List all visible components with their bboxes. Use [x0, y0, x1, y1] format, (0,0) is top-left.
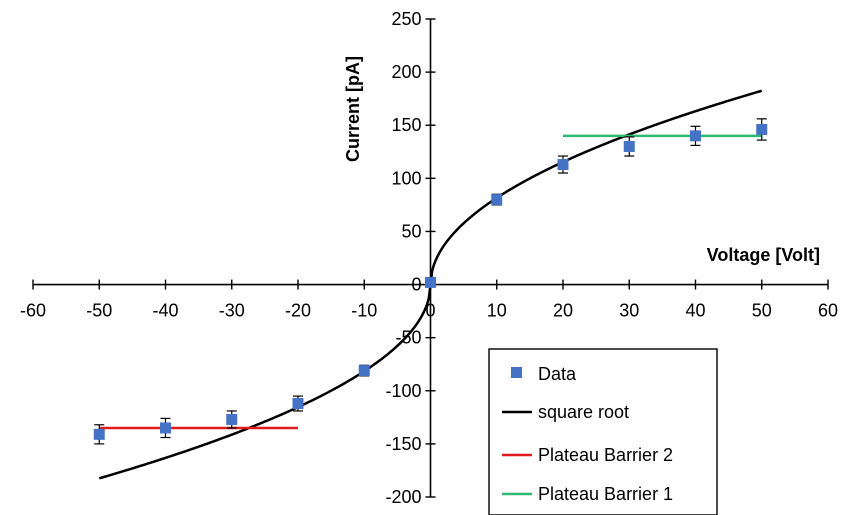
data-point	[557, 159, 569, 171]
x-tick-label: 60	[818, 301, 838, 321]
y-tick-label: 200	[391, 62, 421, 82]
x-tick-label: 50	[752, 301, 772, 321]
y-tick-label: -50	[395, 328, 421, 348]
data-point	[756, 123, 768, 135]
legend-label-square-root: square root	[538, 402, 629, 422]
data-point	[292, 398, 304, 410]
x-tick-label: -40	[152, 301, 178, 321]
data-point	[226, 413, 238, 425]
data-points	[93, 118, 768, 445]
y-tick-label: 50	[401, 221, 421, 241]
y-axis-title: Current [pA]	[343, 56, 363, 162]
data-point	[93, 428, 105, 440]
data-point	[160, 422, 171, 434]
y-tick-label: -100	[385, 381, 421, 401]
data-point	[425, 276, 436, 288]
legend-label-data: Data	[538, 364, 577, 384]
data-point	[623, 140, 635, 152]
data-point	[491, 194, 503, 206]
x-tick-label: 40	[685, 301, 705, 321]
x-tick-label: 20	[553, 301, 573, 321]
y-tick-label: 150	[391, 115, 421, 135]
x-axis-title: Voltage [Volt]	[707, 245, 820, 265]
legend-label-plateau-2: Plateau Barrier 2	[538, 445, 673, 465]
y-tick-label: -200	[385, 487, 421, 507]
x-tick-label: 30	[619, 301, 639, 321]
legend-data-marker	[511, 367, 522, 378]
y-tick-label: -150	[385, 434, 421, 454]
x-tick-label: -60	[20, 301, 46, 321]
x-tick-label: -20	[285, 301, 311, 321]
x-tick-label: -50	[86, 301, 112, 321]
x-tick-label: 0	[425, 301, 435, 321]
y-tick-label: 100	[391, 168, 421, 188]
x-tick-label: 10	[487, 301, 507, 321]
data-point	[358, 365, 370, 377]
legend: Data square root Plateau Barrier 2 Plate…	[488, 348, 718, 515]
legend-label-plateau-1: Plateau Barrier 1	[538, 484, 673, 504]
axes: -60 -50 -40 -30 -20 -10 0 10 20 30 40 50 60-200-150-…	[20, 9, 838, 507]
x-tick-label: -10	[351, 301, 377, 321]
x-tick-label: -30	[219, 301, 245, 321]
data-point	[690, 130, 701, 142]
legend-box	[488, 348, 718, 515]
y-tick-label: 250	[391, 9, 421, 29]
y-tick-label: 0	[411, 275, 421, 295]
